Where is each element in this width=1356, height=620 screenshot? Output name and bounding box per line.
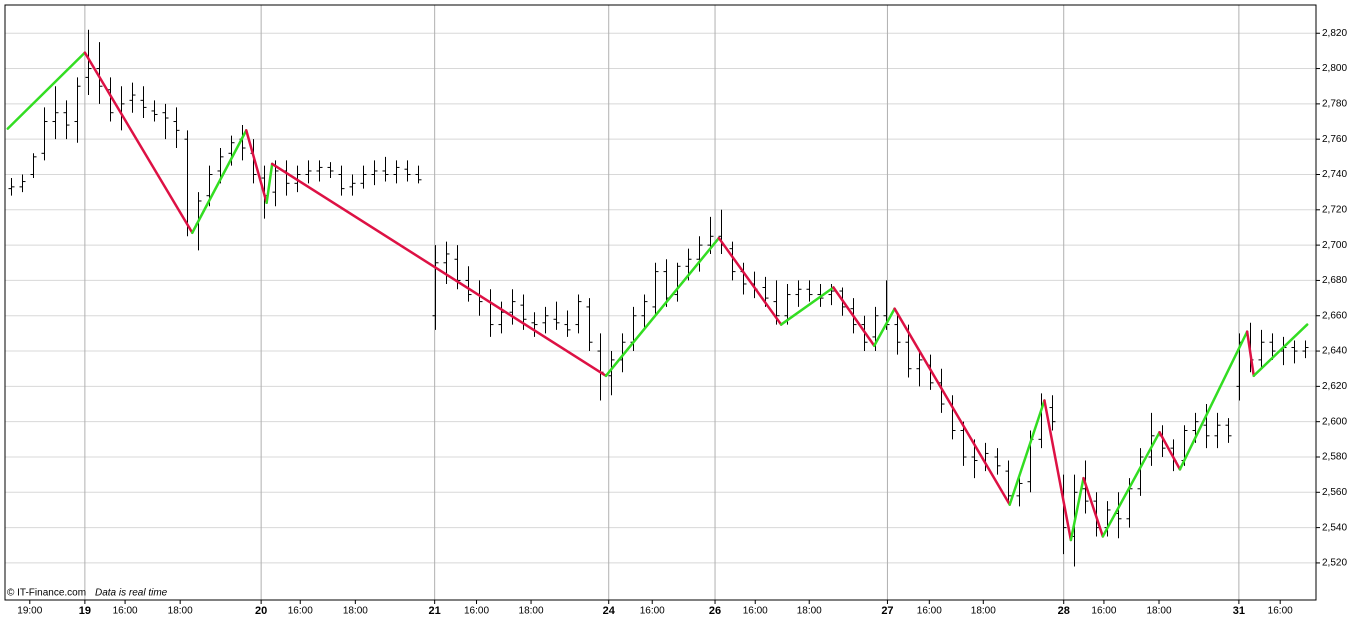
x-tick-label: 16:00 [1268,606,1293,617]
zigzag-segment [83,51,194,235]
y-tick-label: 2,620 [1322,381,1347,392]
y-tick-label: 2,760 [1322,134,1347,145]
zigzag-segment [1008,399,1046,506]
y-tick-label: 2,640 [1322,346,1347,357]
credit: © IT-Finance.com [7,588,86,599]
zigzag-segment [1245,330,1256,378]
x-tick-label: 16:00 [1091,606,1116,617]
x-tick-label: 18:00 [797,606,822,617]
zigzag-segment [717,236,783,326]
y-tick-label: 2,820 [1322,28,1347,39]
plot-frame [4,4,1317,601]
y-tick-label: 2,540 [1322,522,1347,533]
zigzag-segment [872,307,896,348]
x-tick-label: 27 [881,605,893,617]
x-tick-label: 24 [603,605,616,617]
y-tick-label: 2,660 [1322,310,1347,321]
x-tick-label: 16:00 [743,606,768,617]
x-tick-label: 16:00 [640,606,665,617]
zigzag-segment [893,307,1011,506]
note: Data is real time [95,588,168,599]
y-tick-label: 2,700 [1322,240,1347,251]
y-tick-label: 2,780 [1322,99,1347,110]
zigzag-segment [6,51,87,130]
x-tick-label: 16:00 [464,606,489,617]
y-tick-label: 2,800 [1322,63,1347,74]
x-tick-label: 18:00 [168,606,193,617]
x-tick-label: 19:00 [17,606,42,617]
y-tick-label: 2,740 [1322,169,1347,180]
x-tick-label: 18:00 [343,606,368,617]
x-tick-label: 28 [1058,605,1070,617]
zigzag-segment [779,286,835,326]
x-tick-label: 16:00 [917,606,942,617]
y-tick-label: 2,680 [1322,275,1347,286]
y-tick-label: 2,560 [1322,487,1347,498]
zigzag-segment [265,162,274,204]
zigzag-segment [1101,431,1161,538]
x-tick-label: 18:00 [971,606,996,617]
zigzag-segment [270,162,608,378]
x-tick-label: 31 [1233,605,1245,617]
x-tick-label: 18:00 [519,606,544,617]
x-tick-label: 16:00 [113,606,138,617]
y-tick-label: 2,580 [1322,452,1347,463]
x-tick-label: 18:00 [1146,606,1171,617]
y-tick-label: 2,600 [1322,416,1347,427]
x-tick-label: 16:00 [288,606,313,617]
zigzag-segment [1069,476,1085,542]
zigzag-segment [1158,431,1182,471]
x-tick-label: 21 [429,605,441,617]
zigzag-segment [604,236,721,378]
zigzag-segment [191,129,248,235]
zigzag-segment [1082,476,1105,538]
zigzag-segment [1043,399,1073,542]
x-tick-label: 20 [255,605,267,617]
zigzag-segment [832,286,876,348]
x-tick-label: 26 [709,605,721,617]
y-tick-label: 2,520 [1322,558,1347,569]
y-tick-label: 2,720 [1322,204,1347,215]
zigzag-segment [245,129,268,204]
zigzag-segment [1178,330,1249,471]
x-tick-label: 19 [79,605,91,617]
zigzag-segment [1252,323,1309,378]
